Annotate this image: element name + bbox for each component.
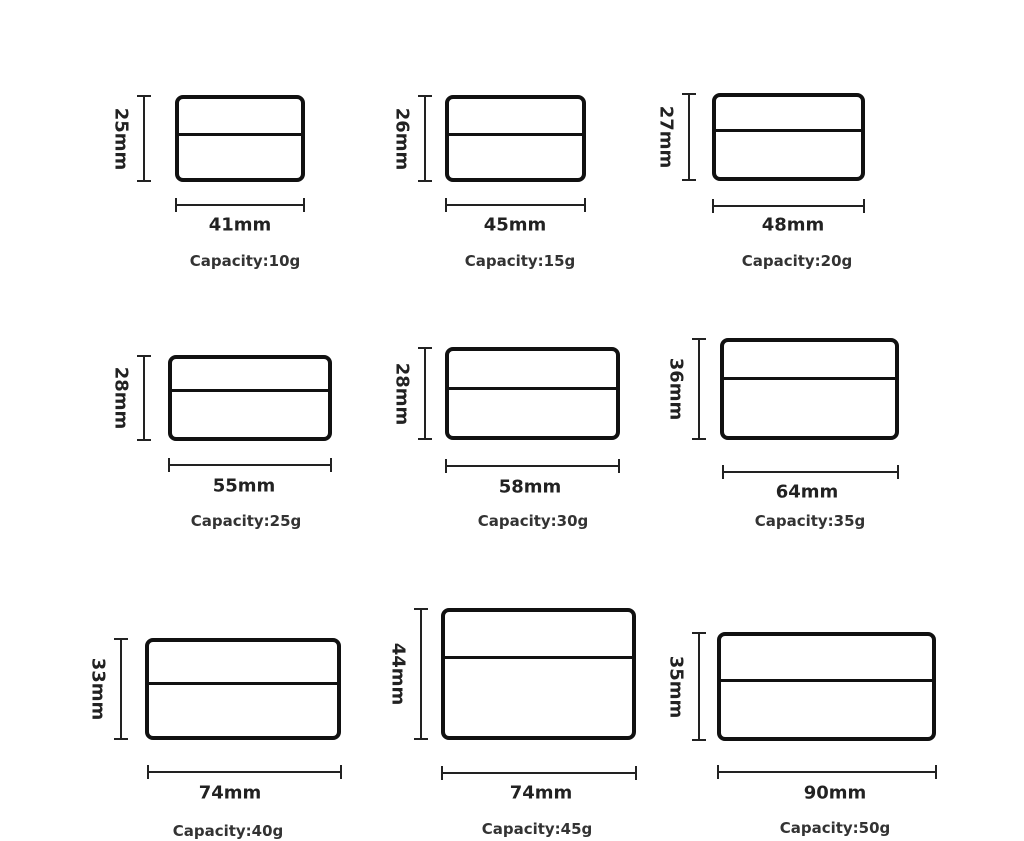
capacity-label: Capacity:30g <box>477 512 589 530</box>
height-label: 33mm <box>87 657 109 721</box>
width-label: 48mm <box>761 214 825 236</box>
tin-outline <box>717 632 936 741</box>
tin-outline <box>145 638 341 740</box>
lid-line <box>449 133 582 136</box>
width-dimension-line <box>445 198 586 212</box>
lid-line <box>179 133 301 136</box>
capacity-label: Capacity:10g <box>189 252 301 270</box>
capacity-label: Capacity:40g <box>172 822 284 840</box>
tin-outline <box>168 355 332 441</box>
lid-line <box>445 656 632 659</box>
lid-line <box>721 679 932 682</box>
height-label: 36mm <box>665 357 687 421</box>
width-dimension-line <box>722 465 899 479</box>
width-dimension-line <box>717 765 937 779</box>
width-dimension-line <box>445 459 620 473</box>
capacity-label: Capacity:35g <box>754 512 866 530</box>
height-dimension-line <box>418 347 432 440</box>
height-dimension-line <box>692 632 706 741</box>
height-label: 28mm <box>110 366 132 430</box>
height-label: 44mm <box>387 642 409 706</box>
tin-outline <box>712 93 865 181</box>
height-dimension-line <box>692 338 706 440</box>
capacity-label: Capacity:25g <box>190 512 302 530</box>
lid-line <box>449 387 616 390</box>
height-label: 26mm <box>391 107 413 170</box>
capacity-label: Capacity:20g <box>741 252 853 270</box>
width-dimension-line <box>147 765 342 779</box>
width-dimension-line <box>175 198 305 212</box>
height-label: 25mm <box>110 107 132 170</box>
width-label: 90mm <box>803 782 867 804</box>
height-dimension-line <box>137 95 151 182</box>
height-label: 28mm <box>391 362 413 425</box>
capacity-label: Capacity:45g <box>481 820 593 838</box>
height-label: 27mm <box>655 105 677 169</box>
height-dimension-line <box>114 638 128 740</box>
height-dimension-line <box>414 608 428 740</box>
height-dimension-line <box>418 95 432 182</box>
width-label: 64mm <box>775 481 839 503</box>
width-label: 45mm <box>483 214 547 236</box>
width-label: 74mm <box>198 782 262 804</box>
width-label: 58mm <box>498 476 562 498</box>
lid-line <box>716 129 861 132</box>
tin-outline <box>175 95 305 182</box>
lid-line <box>149 682 337 685</box>
tin-outline <box>445 347 620 440</box>
capacity-label: Capacity:15g <box>464 252 576 270</box>
width-dimension-line <box>168 458 332 472</box>
width-label: 41mm <box>208 214 272 236</box>
width-label: 74mm <box>509 782 573 804</box>
tin-outline <box>720 338 899 440</box>
capacity-label: Capacity:50g <box>779 819 891 837</box>
lid-line <box>724 377 895 380</box>
width-dimension-line <box>712 199 865 213</box>
lid-line <box>172 389 328 392</box>
width-dimension-line <box>441 766 637 780</box>
height-dimension-line <box>137 355 151 441</box>
width-label: 55mm <box>212 475 276 497</box>
height-dimension-line <box>682 93 696 181</box>
height-label: 35mm <box>665 655 687 718</box>
tin-outline <box>445 95 586 182</box>
tin-outline <box>441 608 636 740</box>
